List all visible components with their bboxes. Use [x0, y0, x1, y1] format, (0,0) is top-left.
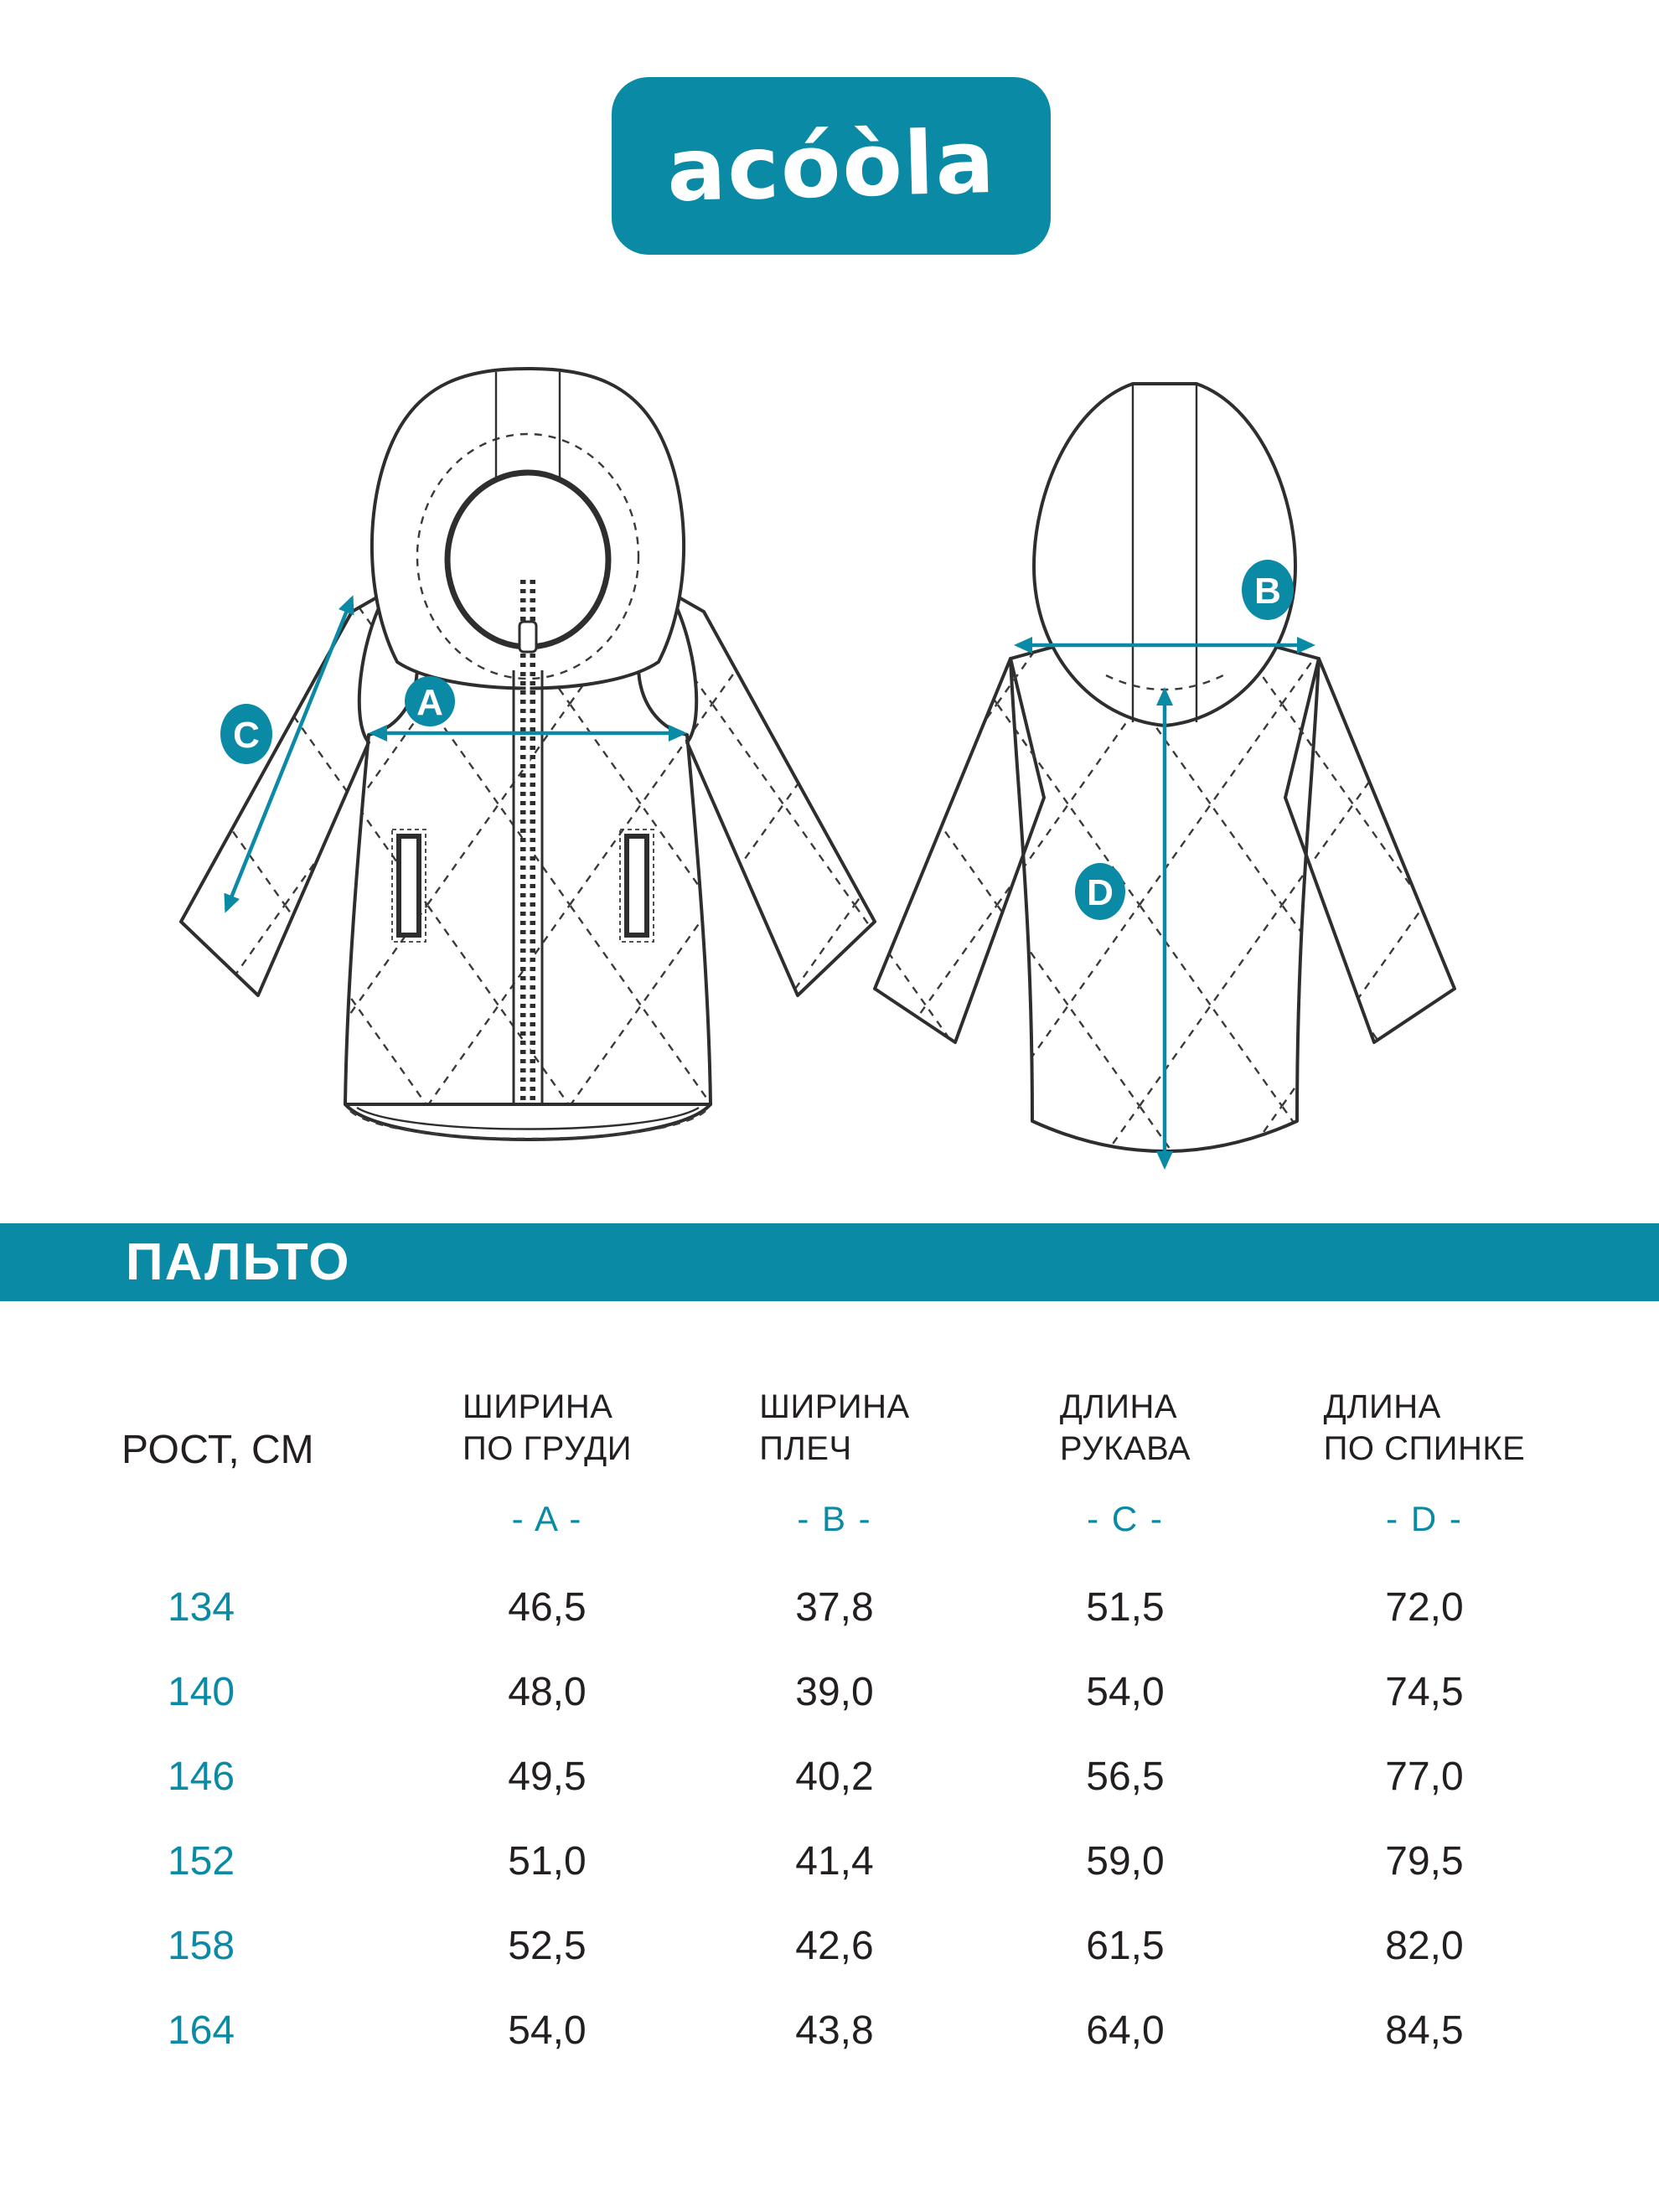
measure-a-label: A	[416, 682, 443, 723]
back-hood	[1032, 382, 1297, 727]
front-right-sleeve	[667, 590, 876, 997]
value-cell: 52,5	[508, 1924, 587, 1968]
front-pockets	[391, 829, 654, 943]
column-header-line1: ШИРИНА	[463, 1388, 613, 1425]
value-cell: 72,0	[1385, 1585, 1464, 1630]
brand-logo-text: acóòla	[665, 110, 997, 222]
value-cell: 77,0	[1385, 1755, 1464, 1799]
value-cell: 46,5	[508, 1585, 587, 1630]
value-cell: 61,5	[1086, 1924, 1165, 1968]
value-cell: 54,0	[508, 2008, 587, 2053]
value-cell: 42,6	[795, 1924, 874, 1968]
value-cell: 74,5	[1385, 1670, 1464, 1714]
size-cell: 152	[167, 1839, 235, 1884]
brand-logo: acóòla	[612, 77, 1051, 255]
size-cell: 134	[167, 1585, 235, 1630]
value-cell: 49,5	[508, 1755, 587, 1799]
value-cell: 39,0	[795, 1670, 874, 1714]
value-cell: 79,5	[1385, 1839, 1464, 1884]
column-marker-a: - A -	[511, 1499, 583, 1538]
column-marker-b: - B -	[797, 1499, 872, 1538]
value-cell: 54,0	[1086, 1670, 1165, 1714]
column-header-label: РОСТ, СМ	[121, 1428, 315, 1472]
measure-a-badge	[405, 676, 455, 726]
column-header-line2: РУКАВА	[1059, 1430, 1191, 1467]
column-header-growth: РОСТ, СМ	[0, 1347, 402, 1473]
value-cell: 51,5	[1086, 1585, 1165, 1630]
value-cell: 43,8	[795, 2008, 874, 2053]
value-cell: 64,0	[1086, 2008, 1165, 2053]
coat-back-view: B D	[873, 382, 1456, 1170]
column-header-sleeve-length: ДЛИНА РУКАВА	[977, 1347, 1274, 1473]
column-header-shoulder-width: ШИРИНА ПЛЕЧ	[692, 1347, 977, 1473]
measure-c-label: C	[233, 715, 260, 756]
measure-b-badge	[1242, 560, 1294, 620]
size-cell: 158	[167, 1924, 235, 1968]
column-header-line1: ДЛИНА	[1323, 1388, 1441, 1425]
value-cell: 51,0	[508, 1839, 587, 1884]
front-zipper	[512, 580, 544, 1103]
value-cell: 37,8	[795, 1585, 874, 1630]
size-table: РОСТ, СМ ШИРИНА ПО ГРУДИ ШИРИНА ПЛЕЧ ДЛИ…	[0, 1347, 1575, 2073]
measure-d-label: D	[1087, 872, 1114, 913]
column-header-line1: ШИРИНА	[759, 1388, 910, 1425]
column-marker-d: - D -	[1386, 1499, 1463, 1538]
column-header-line1: ДЛИНА	[1059, 1388, 1178, 1425]
column-header-back-length: ДЛИНА ПО СПИНКЕ	[1274, 1347, 1575, 1473]
section-title-bar: ПАЛЬТО	[0, 1223, 1659, 1301]
size-cell: 140	[167, 1670, 235, 1714]
value-cell: 82,0	[1385, 1924, 1464, 1968]
value-cell: 41,4	[795, 1839, 874, 1884]
measure-c-badge	[220, 704, 272, 764]
front-hem	[344, 1103, 712, 1141]
measure-b-label: B	[1254, 571, 1281, 612]
value-cell: 56,5	[1086, 1755, 1165, 1799]
coat-front-view: A C	[179, 367, 876, 1141]
marker-spacer	[0, 1473, 402, 1565]
column-header-line2: ПО СПИНКЕ	[1323, 1430, 1526, 1467]
column-header-line2: ПО ГРУДИ	[463, 1430, 632, 1467]
column-header-line2: ПЛЕЧ	[759, 1430, 852, 1467]
column-header-chest-width: ШИРИНА ПО ГРУДИ	[402, 1347, 692, 1473]
measure-d-badge	[1075, 863, 1125, 920]
measure-c-arrow	[224, 595, 354, 913]
size-cell: 146	[167, 1755, 235, 1799]
coat-diagrams: A C B D	[179, 367, 1456, 1170]
section-title: ПАЛЬТО	[126, 1233, 351, 1291]
column-marker-c: - C -	[1087, 1499, 1164, 1538]
value-cell: 48,0	[508, 1670, 587, 1714]
size-cell: 164	[167, 2008, 235, 2053]
value-cell: 84,5	[1385, 2008, 1464, 2053]
value-cell: 59,0	[1086, 1839, 1165, 1884]
value-cell: 40,2	[795, 1755, 874, 1799]
